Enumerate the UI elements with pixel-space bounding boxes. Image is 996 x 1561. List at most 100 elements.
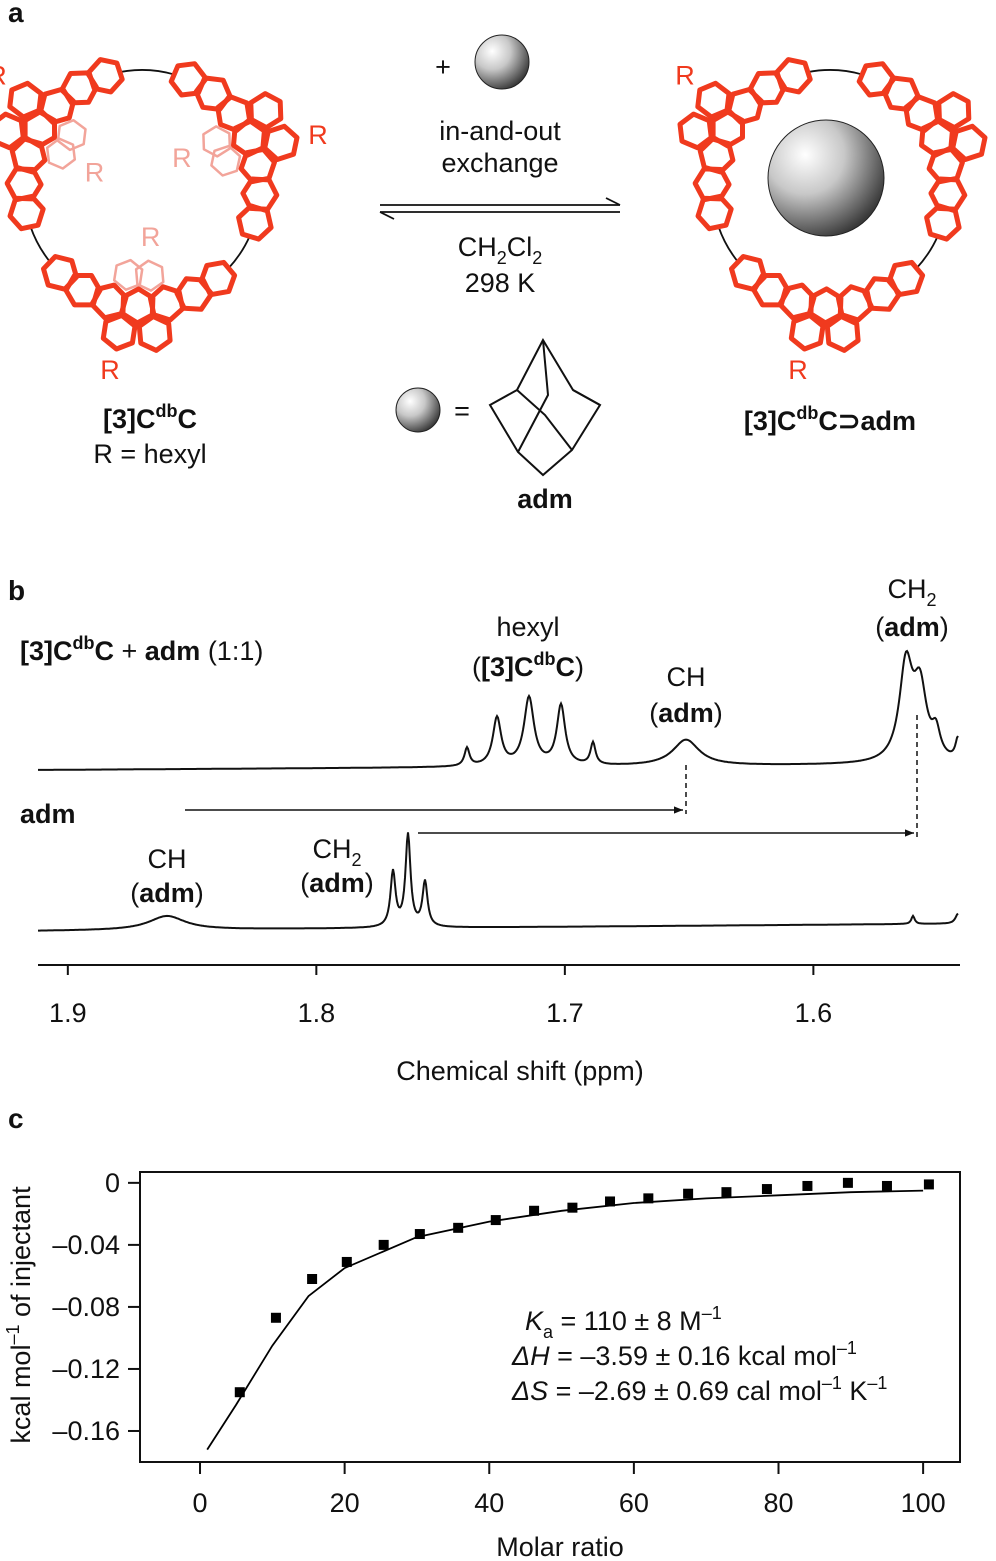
superscript: –1 <box>867 1373 887 1393</box>
ring <box>950 123 988 162</box>
equilibrium-arrow <box>379 211 395 220</box>
superscript: db <box>534 649 556 669</box>
ring <box>100 312 138 352</box>
data-point <box>643 1193 654 1204</box>
text: CH <box>458 232 497 262</box>
text: C <box>178 404 198 434</box>
temperature: 298 K <box>465 268 536 298</box>
peak-label: CH <box>148 844 187 874</box>
ring <box>56 118 87 152</box>
adamantane <box>488 337 602 477</box>
text: [3]C <box>20 636 73 666</box>
ring <box>248 91 284 131</box>
plot-frame <box>139 1171 961 1463</box>
x-tick-label: 1.9 <box>49 998 87 1028</box>
linker <box>29 226 51 263</box>
data-point <box>307 1274 318 1285</box>
peak-label: (adm) <box>875 612 949 642</box>
fit-line <box>206 1189 924 1451</box>
mixture-label: [3]CdbC + adm (1:1) <box>20 633 263 666</box>
text: Cl <box>507 232 533 262</box>
condition: in-and-out <box>439 116 561 146</box>
complex-name: [3]CdbC⊃adm <box>744 403 916 436</box>
data-point <box>605 1196 616 1207</box>
trace-label: adm <box>20 799 76 829</box>
ring <box>210 144 242 177</box>
text: adm <box>309 868 365 898</box>
text: = –2.69 ± 0.69 cal mol <box>548 1376 822 1406</box>
ring <box>41 254 79 292</box>
parameter: ΔH = –3.59 ± 0.16 kcal mol–1 <box>511 1338 857 1371</box>
text: adm <box>884 612 940 642</box>
text: CH <box>887 574 926 604</box>
panel-label: b <box>8 575 25 606</box>
ring <box>788 312 826 352</box>
x-tick-label: 0 <box>193 1488 208 1518</box>
x-tick-label: 60 <box>619 1488 649 1518</box>
x-tick-label: 40 <box>474 1488 504 1518</box>
plus: + <box>435 52 451 82</box>
substituent: R <box>141 222 161 252</box>
substituent: R <box>308 120 328 150</box>
subscript: 2 <box>497 248 507 268</box>
peak-label: (adm) <box>649 698 723 728</box>
peak-label: hexyl <box>496 612 559 642</box>
linker <box>915 235 939 270</box>
guest-sphere <box>767 119 885 237</box>
ring <box>774 57 813 95</box>
ring <box>7 193 46 232</box>
panel-label: c <box>8 1103 24 1134</box>
guest-sphere <box>474 34 530 90</box>
y-tick-label: –0.08 <box>52 1292 120 1322</box>
ring <box>824 314 861 353</box>
text: ΔH <box>511 1341 550 1371</box>
text: ) <box>575 652 584 682</box>
text: + <box>114 636 145 666</box>
superscript: –1 <box>3 1325 23 1345</box>
ring <box>677 111 714 151</box>
data-point <box>881 1180 892 1191</box>
substituent: R <box>172 143 192 173</box>
data-point <box>923 1179 934 1190</box>
data-point <box>802 1180 813 1191</box>
text: ) <box>365 868 374 898</box>
substituent: R <box>100 355 120 385</box>
data-point <box>761 1184 772 1195</box>
text: ΔS <box>511 1376 548 1406</box>
substituent: R <box>675 61 695 91</box>
text: ) <box>940 612 949 642</box>
ring <box>924 203 962 242</box>
text: [3]C <box>481 652 534 682</box>
text: ( <box>300 868 309 898</box>
parameter: Ka = 110 ± 8 M–1 <box>525 1303 722 1342</box>
solvent: CH2Cl2 <box>458 232 543 268</box>
spectrum-trace <box>38 832 959 932</box>
superscript: db <box>156 401 178 421</box>
x-tick-label: 80 <box>763 1488 793 1518</box>
data-point <box>529 1205 540 1216</box>
data-point <box>567 1202 578 1213</box>
host-name: [3]CdbC <box>103 401 197 434</box>
subscript: a <box>543 1322 554 1342</box>
text: C <box>556 652 576 682</box>
y-tick-label: –0.04 <box>52 1230 120 1260</box>
data-point <box>721 1187 732 1198</box>
data-point <box>842 1177 853 1188</box>
data-point <box>270 1312 281 1323</box>
linker <box>227 235 251 270</box>
x-tick-label: 100 <box>901 1488 946 1518</box>
x-tick-label: 1.7 <box>546 998 584 1028</box>
text: kcal mol <box>6 1345 36 1444</box>
text: C <box>95 636 115 666</box>
guest-name: adm <box>517 484 573 514</box>
text: ( <box>472 652 481 682</box>
panel-label: a <box>8 0 24 28</box>
ring <box>112 258 144 291</box>
peak-label: (adm) <box>130 878 204 908</box>
ring <box>7 80 44 120</box>
peak-label: (adm) <box>300 868 374 898</box>
substituent: R <box>85 158 105 188</box>
superscript: –1 <box>702 1303 722 1323</box>
